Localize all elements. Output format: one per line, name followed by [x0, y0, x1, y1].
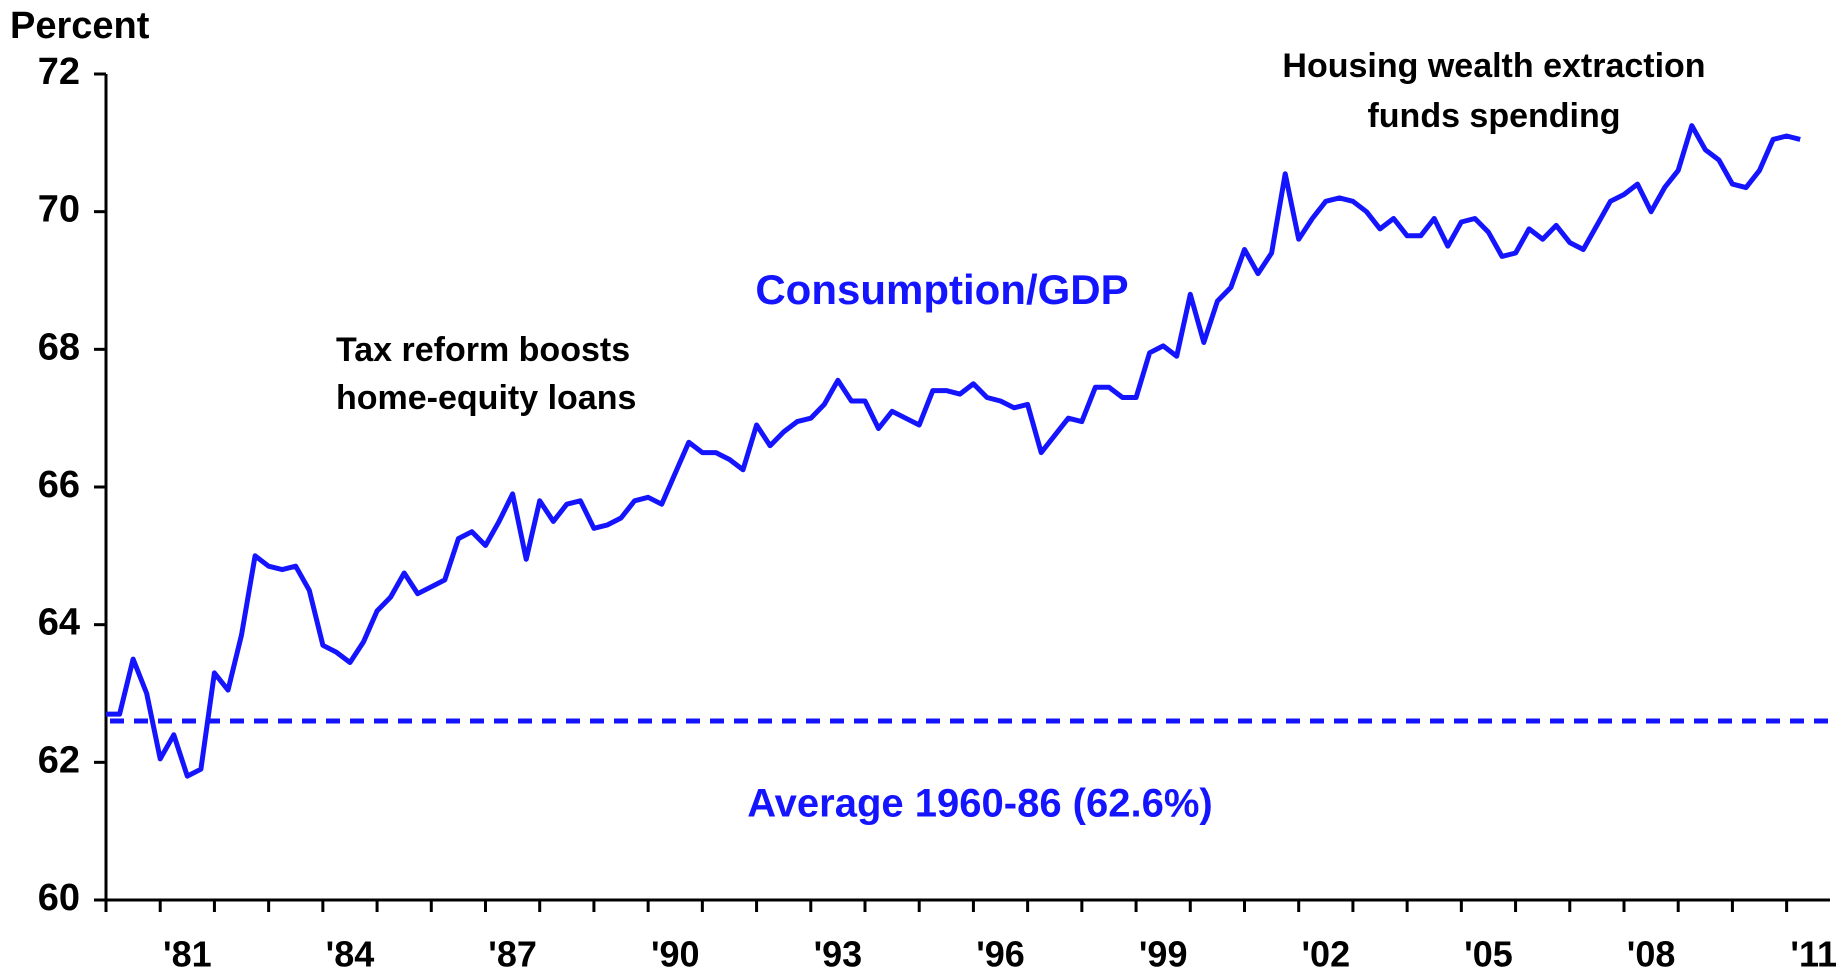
- annotation: funds spending: [1367, 97, 1620, 135]
- x-tick-label: '81: [163, 934, 212, 975]
- x-tick-label: '96: [976, 934, 1025, 975]
- annotation: Tax reform boosts: [336, 331, 630, 369]
- y-axis-label: Percent: [10, 5, 150, 47]
- x-tick-label: '84: [326, 934, 375, 975]
- annotation: home-equity loans: [336, 379, 636, 417]
- series-label: Consumption/GDP: [755, 266, 1128, 313]
- series-line: [106, 123, 1801, 779]
- y-tick-label: 62: [38, 739, 80, 781]
- y-tick-label: 64: [38, 602, 80, 644]
- x-tick-label: '02: [1302, 934, 1351, 975]
- y-tick-label: 66: [38, 464, 80, 506]
- y-tick-label: 60: [38, 877, 80, 919]
- x-tick-label: '90: [651, 934, 700, 975]
- x-tick-label: '05: [1464, 934, 1513, 975]
- y-tick-label: 68: [38, 326, 80, 368]
- x-tick-label: '11: [1790, 934, 1837, 975]
- reference-label: Average 1960-86 (62.6%): [747, 782, 1212, 826]
- annotation: Housing wealth extraction: [1282, 47, 1705, 85]
- x-tick-label: '87: [488, 934, 537, 975]
- y-tick-label: 72: [38, 51, 80, 93]
- x-tick-label: '93: [814, 934, 863, 975]
- y-tick-label: 70: [38, 189, 80, 231]
- x-tick-label: '08: [1627, 934, 1676, 975]
- x-tick-label: '99: [1139, 934, 1188, 975]
